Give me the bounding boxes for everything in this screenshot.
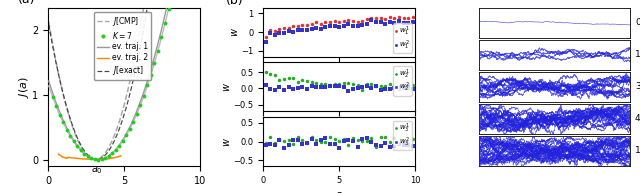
X-axis label: $a$: $a$ (120, 191, 128, 193)
Legend: $w_3^1$, $w_3^2$: $w_3^1$, $w_3^2$ (393, 121, 412, 150)
Y-axis label: $w$: $w$ (222, 137, 232, 146)
Text: (c): (c) (461, 0, 477, 2)
Text: 0.4: 0.4 (635, 18, 640, 27)
Text: (b): (b) (225, 0, 243, 7)
Y-axis label: $w$: $w$ (222, 82, 232, 92)
Y-axis label: $J(a)$: $J(a)$ (17, 76, 31, 98)
X-axis label: $a$: $a$ (335, 190, 343, 193)
Legend: $J[\mathrm{CMP}]$, $K=7$, ev. traj. 1, ev. traj. 2, $J[\mathrm{exact}]$: $J[\mathrm{CMP}]$, $K=7$, ev. traj. 1, e… (94, 12, 151, 80)
Legend: $w_1^1$, $w_1^2$: $w_1^1$, $w_1^2$ (393, 23, 412, 53)
Text: 1.4: 1.4 (635, 50, 640, 59)
Y-axis label: $w$: $w$ (230, 27, 240, 37)
Text: (a): (a) (18, 0, 35, 6)
Text: 10: 10 (635, 146, 640, 155)
Text: 4: 4 (635, 114, 640, 123)
Text: $a_0$: $a_0$ (91, 165, 102, 176)
Text: 3.2: 3.2 (635, 82, 640, 91)
Legend: $w_2^1$, $w_2^2$: $w_2^1$, $w_2^2$ (393, 66, 412, 96)
